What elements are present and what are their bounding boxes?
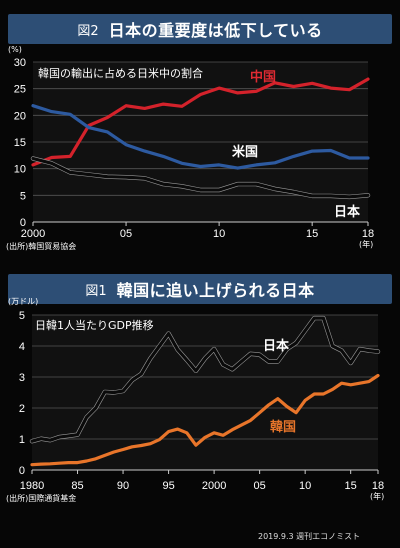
chart-subtitle: 日韓1人当たりGDP推移: [35, 318, 154, 332]
label-china: 中国: [250, 69, 276, 85]
x-tick-label: 85: [71, 480, 83, 492]
x-tick-label: 05: [120, 228, 132, 240]
x-tick-label: 05: [254, 480, 266, 492]
x-tick-label: 18: [362, 228, 374, 240]
chart-subtitle: 韓国の輸出に占める日米中の割合: [38, 66, 203, 80]
series-line-2: [31, 156, 370, 199]
label-japan: 日本: [263, 338, 289, 354]
x-tick-label: 1980: [20, 480, 44, 492]
chart1-title: 日本の重要度は低下している: [108, 21, 323, 40]
series-line-1: [30, 373, 380, 467]
chart2-plot: 0 1 2 3 4 5 1980 85 90 95 2000 05 10 15 18 (万ドル) 日韓1人当たり…: [6, 297, 384, 503]
chart1-figure-number: 図2: [77, 23, 99, 39]
series-line-0: [30, 316, 380, 443]
y-tick-label: 15: [14, 137, 26, 149]
publication-credit: 2019.9.3 週刊エコノミスト: [258, 532, 361, 541]
chart2-figure-number: 図1: [85, 283, 107, 299]
y-tick-label: 25: [14, 84, 26, 96]
chart1-header: 図2 日本の重要度は低下している: [8, 14, 392, 44]
y-tick-label: 0: [19, 465, 25, 477]
x-tick-label: 10: [213, 228, 225, 240]
x-tick-label: 2000: [21, 228, 45, 240]
source-note: (出所)韓国貿易協会: [6, 241, 76, 251]
x-tick-label: 10: [299, 480, 311, 492]
y-tick-label: 10: [14, 164, 26, 176]
y-tick-label: 4: [19, 341, 25, 353]
x-tick-label: 18: [372, 480, 384, 492]
x-axis-unit: (年): [370, 491, 384, 501]
y-tick-label: 3: [19, 372, 25, 384]
chart2-header: 図1 韓国に追い上げられる日本: [8, 274, 392, 304]
series-line-0: [31, 77, 370, 167]
y-tick-label: 1: [19, 434, 25, 446]
x-tick-label: 15: [345, 480, 357, 492]
y-tick-label: 0: [20, 217, 26, 229]
x-tick-label: 90: [117, 480, 129, 492]
x-tick-label: 95: [162, 480, 174, 492]
series-line-1: [31, 104, 370, 170]
source-note: (出所)国際通貨基金: [6, 493, 76, 503]
x-tick-label: 2000: [202, 480, 226, 492]
y-tick-label: 30: [14, 57, 26, 69]
y-tick-label: 5: [20, 190, 26, 202]
label-korea: 韓国: [270, 419, 296, 435]
chart2-title: 韓国に追い上げられる日本: [116, 281, 315, 300]
y-tick-label: 2: [19, 403, 25, 415]
y-tick-label: 20: [14, 110, 26, 122]
label-us: 米国: [232, 144, 258, 160]
x-tick-label: 15: [306, 228, 318, 240]
y-tick-label: 5: [19, 310, 25, 322]
label-japan: 日本: [334, 204, 360, 220]
y-axis-unit: (%): [8, 45, 22, 54]
x-axis-unit: (年): [359, 239, 373, 249]
y-axis-unit: (万ドル): [8, 297, 38, 306]
